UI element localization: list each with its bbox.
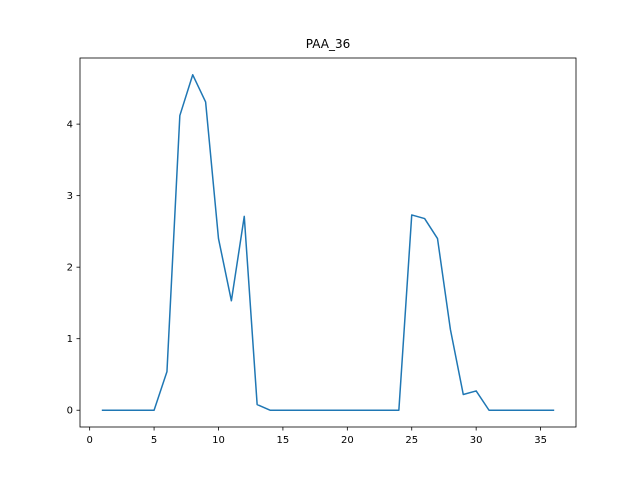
x-tick-label: 30: [470, 435, 483, 446]
series-line: [101, 74, 555, 411]
y-tick-label: 1: [67, 334, 73, 345]
chart-title: PAA_36: [306, 37, 351, 51]
axes-frame: [79, 57, 577, 428]
x-tick-label: 25: [405, 435, 418, 446]
x-tick-label: 5: [151, 435, 157, 446]
y-tick-label: 4: [67, 120, 73, 131]
y-tick-label: 2: [67, 263, 73, 274]
y-tick-label: 3: [67, 191, 73, 202]
x-tick-label: 0: [86, 435, 92, 446]
plot-area: 0 5 10 15 20 25 30 35 0 1 2 3 4: [67, 57, 577, 446]
y-tick-label: 0: [67, 406, 73, 417]
x-tick-label: 20: [341, 435, 354, 446]
x-tick-label: 15: [277, 435, 290, 446]
x-tick-label: 10: [212, 435, 225, 446]
x-tick-label: 35: [534, 435, 547, 446]
